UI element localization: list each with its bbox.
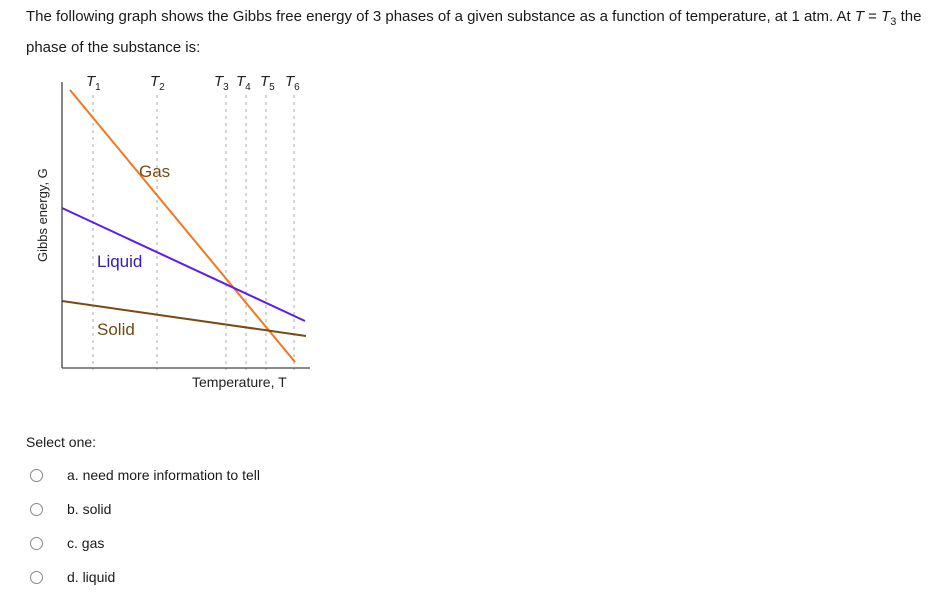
option-b-label[interactable]: b. solid [67, 501, 112, 517]
option-b[interactable]: b. solid [30, 492, 260, 526]
question-text-end: the phase of the substance is: [26, 8, 922, 56]
question-subscript: 3 [890, 16, 897, 28]
t-label-1: T1 [86, 73, 101, 93]
t-label-3: T3 [214, 73, 229, 93]
t-label-4: T4 [236, 73, 251, 93]
liquid-line [61, 207, 306, 322]
answer-options: a. need more information to tell b. soli… [30, 458, 260, 594]
radio-c[interactable] [30, 536, 43, 550]
radio-d[interactable] [30, 570, 43, 584]
gibbs-graph: T1 T2 T3 T4 T5 T6 Gas Liquid Solid Gibbs… [35, 73, 310, 390]
question-var-t: T [854, 8, 864, 25]
question-text-start: The following graph shows the Gibbs free… [26, 8, 855, 25]
option-a[interactable]: a. need more information to tell [30, 458, 260, 492]
option-a-label[interactable]: a. need more information to tell [67, 467, 260, 483]
option-c-label[interactable]: c. gas [67, 535, 105, 551]
solid-line [61, 300, 307, 337]
option-c[interactable]: c. gas [30, 526, 260, 560]
gas-label: Gas [139, 162, 170, 181]
select-one-label: Select one: [26, 434, 97, 450]
t-label-5: T5 [260, 73, 275, 93]
radio-b[interactable] [30, 502, 43, 516]
solid-label: Solid [97, 320, 135, 339]
x-axis-label: Temperature, T [192, 374, 287, 390]
option-d[interactable]: d. liquid [30, 560, 260, 594]
question-text: The following graph shows the Gibbs free… [26, 4, 931, 60]
y-axis-label: Gibbs energy, G [35, 168, 50, 262]
liquid-label: Liquid [97, 252, 142, 271]
radio-a[interactable] [30, 468, 43, 482]
t-label-6: T6 [285, 73, 300, 93]
question-var-t3: T [881, 8, 891, 25]
gas-line [69, 89, 296, 363]
t-label-2: T2 [150, 73, 165, 93]
question-equals: = [864, 8, 882, 25]
option-d-label[interactable]: d. liquid [67, 569, 116, 585]
